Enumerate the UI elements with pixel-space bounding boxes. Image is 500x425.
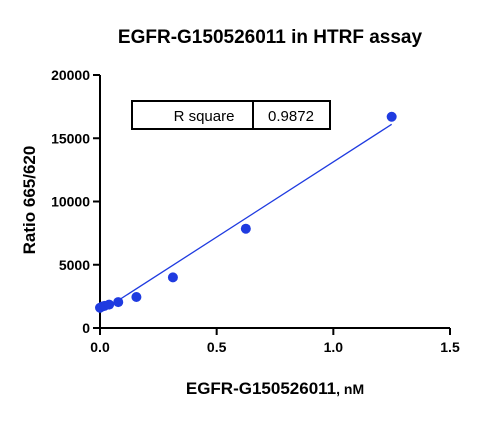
data-point — [113, 297, 124, 308]
y-tick-label: 10000 — [51, 194, 90, 210]
x-axis-label-unit: , nM — [336, 381, 364, 397]
chart-title: EGFR-G150526011 in HTRF assay — [118, 27, 423, 48]
r-square-box: R square 0.9872 — [131, 100, 331, 130]
data-point — [386, 111, 397, 122]
x-axis-label: EGFR-G150526011, nM — [186, 379, 364, 398]
data-points — [95, 111, 397, 313]
data-point — [104, 299, 115, 310]
y-tick-label: 5000 — [59, 257, 90, 273]
x-tick-label: 1.5 — [440, 339, 460, 355]
data-point — [167, 272, 178, 283]
data-point — [131, 292, 142, 303]
x-tick-label: 1.0 — [324, 339, 344, 355]
y-tick-label: 20000 — [51, 67, 90, 83]
y-tick-label: 15000 — [51, 130, 90, 146]
x-tick-label: 0.5 — [207, 339, 227, 355]
fit-line — [99, 123, 393, 313]
axes: 0 5000 10000 15000 20000 0.0 0.5 1.0 1.5 — [51, 67, 460, 355]
r-square-value: 0.9872 — [268, 108, 314, 125]
y-axis-label: Ratio 665/620 — [20, 146, 39, 255]
r-square-box-frame — [131, 100, 331, 130]
x-tick-label: 0.0 — [90, 339, 110, 355]
x-axis-label-main: EGFR-G150526011 — [186, 379, 336, 398]
fit-line-group — [99, 123, 393, 313]
r-square-label: R square — [174, 108, 235, 125]
data-point — [240, 223, 251, 234]
y-tick-label: 0 — [82, 320, 90, 336]
